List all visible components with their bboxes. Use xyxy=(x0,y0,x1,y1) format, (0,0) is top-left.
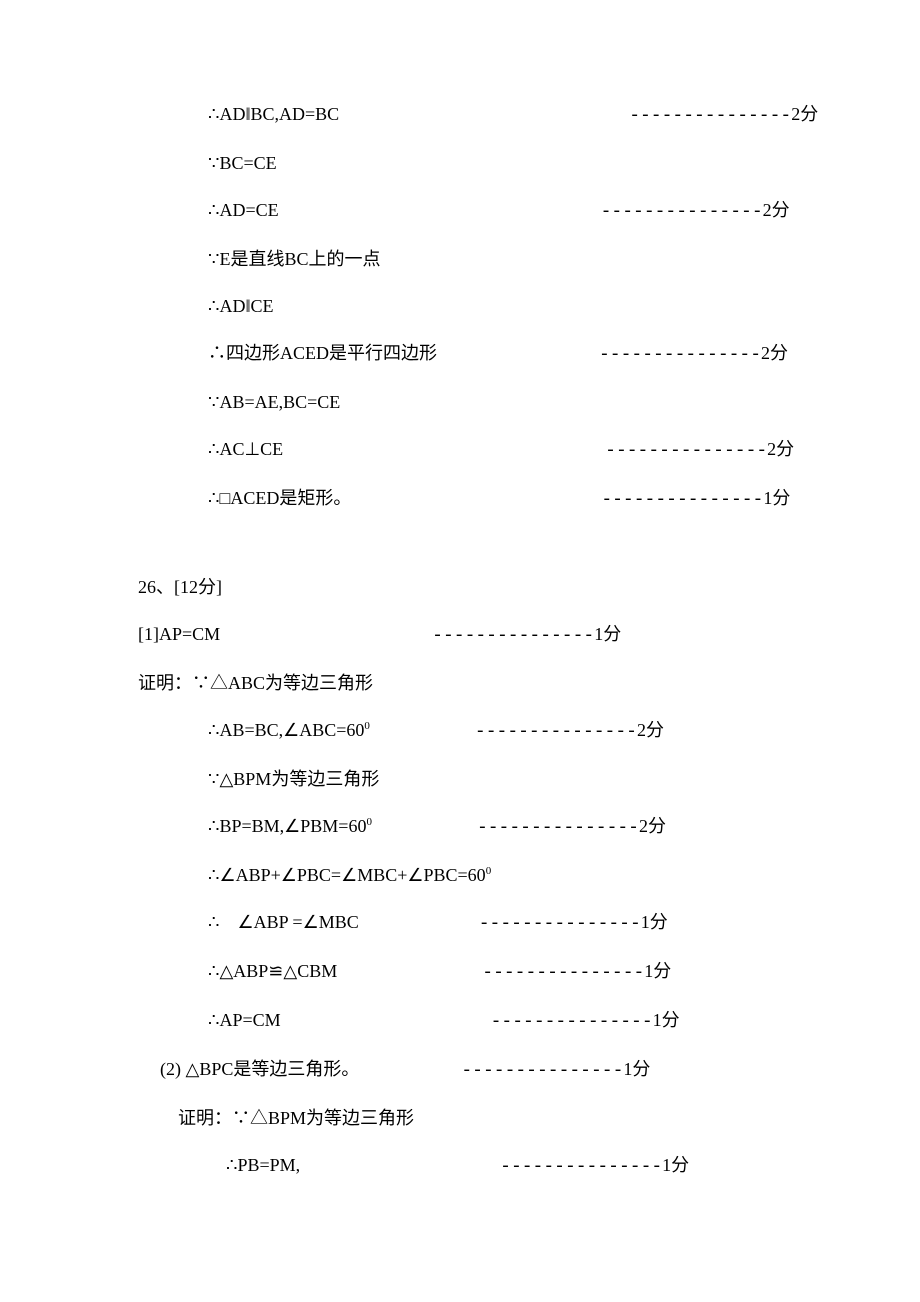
dash-leader: --------------- xyxy=(591,491,763,509)
proof-line: ∴AD=CE ---------------2分 xyxy=(138,201,920,221)
score-label: 2分 xyxy=(761,344,788,362)
proof-line: 证明：∵△ABC为等边三角形 xyxy=(138,674,920,692)
line-text: ∵BC=CE xyxy=(208,154,277,172)
superscript: 0 xyxy=(486,865,492,877)
dash-leader: --------------- xyxy=(472,964,644,982)
dash-leader: --------------- xyxy=(591,203,763,221)
proof-line: ∵E是直线BC上的一点 xyxy=(138,250,920,268)
line-text: ∴AC⊥CE xyxy=(208,440,283,458)
line-text: ∴AB=BC,∠ABC=600 xyxy=(208,721,370,739)
score-label: 1分 xyxy=(653,1011,680,1029)
score-label: 1分 xyxy=(763,489,790,507)
score-label: 1分 xyxy=(662,1156,689,1174)
spacer xyxy=(138,538,920,578)
line-text: ∴AD‖CE xyxy=(208,297,274,315)
line-text: ∴PB=PM, xyxy=(226,1156,300,1174)
proof-line: [1]AP=CM ---------------1分 xyxy=(138,625,920,645)
score-label: 2分 xyxy=(767,440,794,458)
line-text: (2) △BPC是等边三角形。 xyxy=(160,1060,359,1078)
proof-line: (2) △BPC是等边三角形。 ---------------1分 xyxy=(138,1060,920,1080)
document-body: ∴AD‖BC,AD=BC---------------2分∵BC=CE∴AD=C… xyxy=(138,105,920,1176)
score-label: 1分 xyxy=(623,1060,650,1078)
proof-line: ∴AB=BC,∠ABC=600 ---------------2分 xyxy=(138,721,920,741)
dash-leader: --------------- xyxy=(589,346,761,364)
score-label: 2分 xyxy=(763,201,790,219)
proof-line: ∴AD‖CE xyxy=(138,297,920,315)
proof-line: ∴∠ABP+∠PBC=∠MBC+∠PBC=600 xyxy=(138,866,920,884)
proof-line: ∴BP=BM,∠PBM=600 ---------------2分 xyxy=(138,817,920,837)
proof-line: ∴ ∠ABP =∠MBC ---------------1分 xyxy=(138,913,920,933)
proof-line: ∴□ACED是矩形。 ---------------1分 xyxy=(138,489,920,509)
proof-line: 证明：∵△BPM为等边三角形 xyxy=(138,1109,920,1127)
dash-leader: --------------- xyxy=(467,819,639,837)
line-text: ∴AD=CE xyxy=(208,201,279,219)
line-text: 26、[12分] xyxy=(138,578,222,596)
line-text: 证明：∵△BPM为等边三角形 xyxy=(160,1109,414,1127)
dash-leader: --------------- xyxy=(422,627,594,645)
dash-leader: --------------- xyxy=(595,442,767,460)
score-label: 2分 xyxy=(637,721,664,739)
score-label: 2分 xyxy=(639,817,666,835)
dash-leader: --------------- xyxy=(481,1013,653,1031)
line-text: ∴∠ABP+∠PBC=∠MBC+∠PBC=600 xyxy=(208,866,491,884)
proof-line: ∴四边形ACED是平行四边形 ---------------2分 xyxy=(138,344,920,364)
line-text: ∵△BPM为等边三角形 xyxy=(208,770,379,788)
score-label: 2分 xyxy=(791,105,818,123)
line-text: 证明：∵△ABC为等边三角形 xyxy=(138,674,373,692)
line-text: ∴AD‖BC,AD=BC xyxy=(208,105,339,123)
line-text: ∴□ACED是矩形。 xyxy=(208,489,351,507)
dash-leader: --------------- xyxy=(465,723,637,741)
dash-leader: --------------- xyxy=(490,1158,662,1176)
score-label: 1分 xyxy=(641,913,668,931)
proof-line: ∴AC⊥CE ---------------2分 xyxy=(138,440,920,460)
line-text: ∴BP=BM,∠PBM=600 xyxy=(208,817,372,835)
line-text: ∴四边形ACED是平行四边形 xyxy=(208,344,437,362)
proof-line: ∵BC=CE xyxy=(138,154,920,172)
proof-line: ∴AD‖BC,AD=BC ---------------2分 xyxy=(138,105,920,125)
proof-line: ∴PB=PM, ---------------1分 xyxy=(138,1156,920,1176)
score-label: 1分 xyxy=(594,625,621,643)
superscript: 0 xyxy=(366,816,372,828)
proof-line: ∴△ABP≌△CBM ---------------1分 xyxy=(138,962,920,982)
score-label: 1分 xyxy=(644,962,671,980)
line-text: ∴AP=CM xyxy=(208,1011,281,1029)
line-text: ∵E是直线BC上的一点 xyxy=(208,250,380,268)
dash-leader: --------------- xyxy=(619,107,791,125)
superscript: 0 xyxy=(364,720,370,732)
proof-line: ∵△BPM为等边三角形 xyxy=(138,770,920,788)
line-text: ∴△ABP≌△CBM xyxy=(208,962,337,980)
proof-line: ∵AB=AE,BC=CE xyxy=(138,393,920,411)
proof-line: 26、[12分] xyxy=(138,578,920,596)
line-text: ∴ ∠ABP =∠MBC xyxy=(208,913,359,931)
proof-line: ∴AP=CM ---------------1分 xyxy=(138,1011,920,1031)
dash-leader: --------------- xyxy=(469,915,641,933)
line-text: ∵AB=AE,BC=CE xyxy=(208,393,340,411)
line-text: [1]AP=CM xyxy=(138,625,220,643)
dash-leader: --------------- xyxy=(451,1062,623,1080)
